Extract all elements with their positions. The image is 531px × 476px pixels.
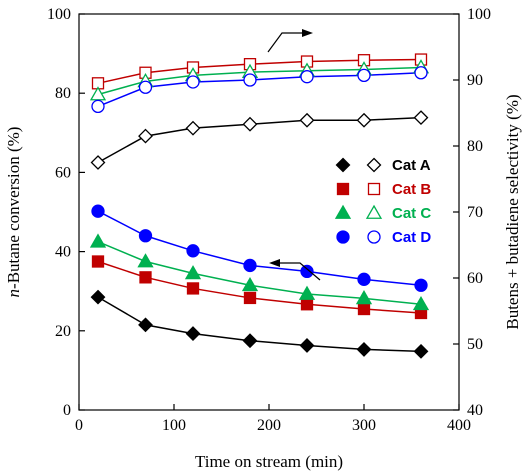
selectivity-point-cat-d [186, 75, 200, 89]
markers-layer [89, 53, 430, 359]
legend-marker-open [366, 157, 382, 173]
y-right-tick-label: 70 [467, 204, 483, 221]
y-left-axis-title: n-Butane conversion (%) [4, 127, 23, 298]
legend-label: Cat C [392, 205, 431, 222]
ticks-layer: 0 100 200 300 400 0 20 40 60 80 100 40 50 60 70 80 90 100 [47, 6, 491, 434]
x-axis-title: Time on stream (min) [195, 452, 343, 471]
legend: Cat A Cat B Cat C Cat D [334, 157, 431, 246]
conversion-point-cat-a [299, 338, 315, 353]
selectivity-point-cat-a [356, 112, 372, 128]
conversion-point-cat-b [139, 271, 152, 284]
y-right-axis-title: Butens + butadiene selectivity (%) [503, 94, 522, 329]
conversion-point-cat-b [186, 282, 200, 295]
conversion-point-cat-c [184, 265, 202, 280]
conversion-point-cat-c [298, 285, 316, 300]
y-right-tick-label: 90 [467, 72, 483, 89]
conversion-point-cat-a [356, 341, 372, 357]
y-left-tick-label: 20 [55, 323, 71, 340]
arrow-to-conversion [269, 259, 321, 281]
selectivity-point-cat-a [90, 155, 106, 170]
conversion-point-cat-a [138, 317, 153, 333]
selectivity-point-cat-a [138, 128, 153, 144]
conversion-point-cat-d [243, 258, 257, 273]
conversion-point-cat-c [355, 290, 373, 305]
legend-label: Cat A [392, 157, 431, 174]
conversion-point-cat-d [138, 229, 153, 243]
conversion-point-cat-b [357, 302, 371, 316]
y-right-tick-label: 100 [467, 6, 491, 23]
conversion-point-cat-c [89, 233, 107, 248]
legend-label: Cat D [392, 229, 431, 246]
legend-label: Cat B [392, 181, 431, 198]
conversion-point-cat-d [300, 264, 314, 279]
conversion-point-cat-d [186, 244, 200, 258]
conversion-point-cat-d [357, 272, 371, 286]
conversion-point-cat-d [414, 278, 428, 292]
y-left-tick-label: 60 [55, 164, 71, 181]
conversion-point-cat-a [413, 343, 429, 359]
x-tick-label: 100 [162, 417, 186, 434]
selectivity-point-cat-a [242, 116, 258, 132]
conversion-point-cat-b [91, 255, 105, 268]
selectivity-point-cat-d [138, 80, 153, 94]
y-left-tick-label: 100 [47, 6, 71, 23]
selectivity-point-cat-d [91, 99, 105, 114]
x-tick-label: 400 [447, 417, 471, 434]
conversion-point-cat-a [90, 289, 106, 305]
conversion-point-cat-a [242, 333, 258, 349]
conversion-point-cat-c [137, 253, 154, 268]
legend-marker-filled [336, 230, 350, 244]
conversion-point-cat-c [241, 276, 259, 292]
selectivity-point-cat-d [414, 66, 428, 80]
conversion-point-cat-c [412, 295, 430, 311]
x-tick-label: 0 [75, 417, 83, 434]
selectivity-point-cat-d [300, 70, 314, 84]
y-left-tick-label: 80 [55, 85, 71, 102]
conversion-point-cat-b [300, 298, 314, 311]
y-right-tick-label: 60 [467, 270, 483, 287]
selectivity-point-cat-a [299, 112, 315, 128]
y-right-tick-label: 80 [467, 138, 483, 155]
series-lines-layer [97, 58, 422, 353]
legend-marker-open [365, 204, 383, 219]
conversion-point-cat-a [185, 326, 201, 341]
y-left-tick-label: 40 [55, 244, 71, 261]
x-tick-label: 200 [257, 417, 281, 434]
legend-marker-filled [335, 157, 351, 173]
legend-marker-open [367, 182, 381, 196]
x-tick-label: 300 [352, 417, 376, 434]
legend-marker-filled [334, 204, 352, 219]
conversion-point-cat-b [243, 291, 257, 305]
y-right-tick-label: 40 [467, 402, 483, 419]
legend-marker-open [367, 230, 381, 244]
y-right-tick-label: 50 [467, 336, 483, 353]
selectivity-point-cat-a [413, 110, 429, 126]
arrow-to-selectivity [267, 29, 313, 53]
legend-marker-filled [336, 182, 350, 196]
selectivity-point-cat-d [243, 73, 257, 87]
y-left-tick-label: 0 [63, 402, 71, 419]
selectivity-point-cat-a [185, 120, 201, 136]
selectivity-point-cat-d [357, 68, 371, 83]
conversion-point-cat-d [91, 204, 105, 218]
